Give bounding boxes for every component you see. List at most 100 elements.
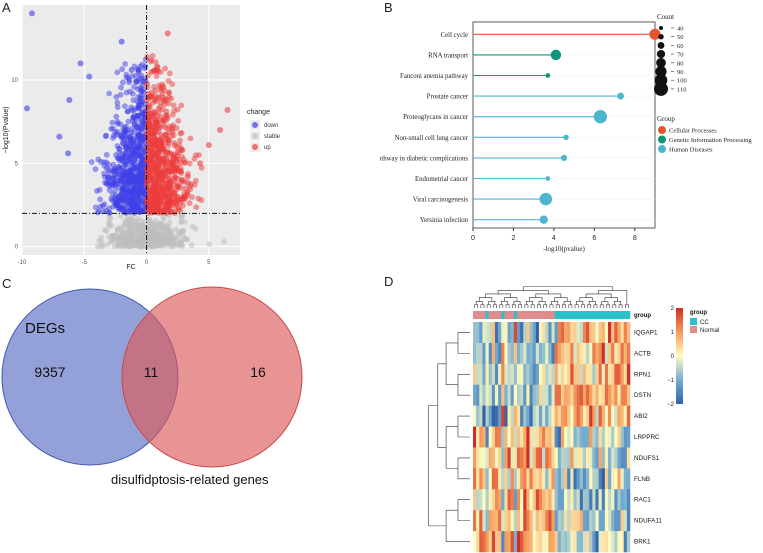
point-stable bbox=[101, 227, 108, 233]
heatmap-cell bbox=[529, 447, 533, 469]
count-legend-dot bbox=[656, 49, 666, 59]
heatmap-cell bbox=[573, 426, 577, 448]
heatmap-cell bbox=[608, 384, 612, 406]
heatmap-cell bbox=[535, 468, 540, 490]
heatmap-cell bbox=[548, 531, 552, 553]
heatmap-cell bbox=[601, 405, 606, 427]
point-down bbox=[125, 75, 132, 81]
heatmap-cell bbox=[476, 342, 480, 365]
heatmap-cell bbox=[620, 531, 625, 553]
dendrogram-branch bbox=[593, 304, 598, 308]
heatmap-cell bbox=[601, 489, 606, 511]
heatmap-cell bbox=[554, 405, 559, 427]
heatmap-cell bbox=[523, 489, 527, 511]
colorbar-tick-label: 0 bbox=[671, 354, 675, 360]
group-annotation-cell bbox=[589, 311, 593, 319]
point-stable bbox=[179, 243, 186, 249]
heatmap-cell bbox=[557, 405, 562, 427]
point-down bbox=[110, 161, 117, 168]
heatmap-cell bbox=[623, 510, 628, 532]
heatmap-cell bbox=[608, 426, 612, 448]
point-up bbox=[174, 106, 181, 113]
heatmap-cell bbox=[491, 489, 496, 511]
group-annotation-cell bbox=[538, 311, 543, 319]
heatmap-cell bbox=[482, 322, 486, 344]
heatmap-cell bbox=[473, 405, 477, 427]
point-down bbox=[120, 79, 126, 86]
heatmap-cell bbox=[564, 405, 568, 427]
point-up bbox=[153, 73, 160, 79]
heatmap-cell bbox=[507, 447, 511, 469]
heatmap-cell bbox=[601, 468, 606, 490]
point-down bbox=[132, 78, 139, 85]
point-down bbox=[139, 82, 146, 88]
heatmap-cell bbox=[501, 322, 505, 344]
point-stable bbox=[175, 241, 181, 248]
point-stable bbox=[155, 240, 161, 247]
heatmap-cell bbox=[485, 426, 489, 448]
heatmap-cell bbox=[526, 489, 530, 511]
count-legend-dot bbox=[659, 26, 663, 30]
group-annotation-cell bbox=[592, 311, 596, 319]
heatmap-cell bbox=[623, 342, 628, 365]
heatmap-cell bbox=[488, 384, 493, 406]
point-up bbox=[150, 68, 157, 75]
group-annotation-cell bbox=[507, 311, 511, 319]
heatmap-cell bbox=[551, 426, 555, 448]
colorbar-tick-label: −2 bbox=[667, 402, 675, 408]
heatmap-cell bbox=[488, 342, 493, 365]
point-stable bbox=[117, 213, 124, 219]
point-down bbox=[109, 191, 116, 197]
heatmap-cell bbox=[548, 426, 552, 448]
heatmap-cell bbox=[604, 426, 609, 448]
point-up bbox=[186, 160, 193, 167]
venn-count: 16 bbox=[250, 364, 266, 380]
heatmap-cell bbox=[491, 363, 496, 386]
point-up bbox=[170, 102, 177, 109]
dendrogram-branch bbox=[485, 293, 511, 298]
heatmap-cell bbox=[507, 342, 511, 365]
gene-label: RPN1 bbox=[634, 371, 651, 378]
heatmap-cell bbox=[608, 322, 612, 344]
heatmap-cell bbox=[595, 489, 599, 511]
point-up bbox=[149, 209, 156, 216]
point-down bbox=[106, 161, 112, 168]
heatmap-cell bbox=[611, 531, 615, 553]
heatmap-cell bbox=[529, 468, 533, 490]
point-stable bbox=[121, 223, 127, 229]
point-down bbox=[137, 161, 143, 168]
point-up bbox=[158, 136, 165, 143]
group-annotation-cell bbox=[567, 311, 571, 319]
heatmap-cell bbox=[567, 405, 571, 427]
gene-label: BRK1 bbox=[634, 539, 651, 546]
heatmap-cell bbox=[560, 447, 565, 469]
dendrogram-branch bbox=[445, 426, 458, 469]
heatmap-cell bbox=[620, 342, 625, 365]
dendrogram-branch bbox=[526, 301, 533, 305]
legend-key-up bbox=[252, 144, 258, 150]
dendrogram-branch bbox=[427, 405, 447, 527]
heatmap-cell bbox=[579, 322, 584, 344]
heatmap-cell bbox=[529, 363, 533, 386]
point-down bbox=[115, 155, 122, 162]
point-up bbox=[147, 122, 154, 128]
heatmap-cell bbox=[620, 426, 625, 448]
point-down bbox=[125, 179, 132, 186]
point-stable bbox=[183, 236, 190, 243]
point-up bbox=[173, 186, 180, 193]
heatmap-cell bbox=[520, 489, 524, 511]
heatmap-cell bbox=[551, 447, 555, 469]
heatmap-cell bbox=[604, 531, 609, 553]
heatmap-cell bbox=[501, 405, 505, 427]
heatmap-cell bbox=[617, 489, 621, 511]
heatmap-cell bbox=[523, 510, 527, 532]
heatmap-cell bbox=[601, 531, 606, 553]
heatmap-cell bbox=[564, 363, 568, 386]
count-legend-label: 70 bbox=[677, 52, 684, 59]
heatmap-cell bbox=[529, 489, 533, 511]
heatmap-cell bbox=[598, 510, 603, 532]
heatmap-cell bbox=[538, 363, 543, 386]
point-up bbox=[177, 130, 184, 137]
point-up bbox=[191, 155, 198, 162]
heatmap-cell bbox=[576, 468, 581, 490]
